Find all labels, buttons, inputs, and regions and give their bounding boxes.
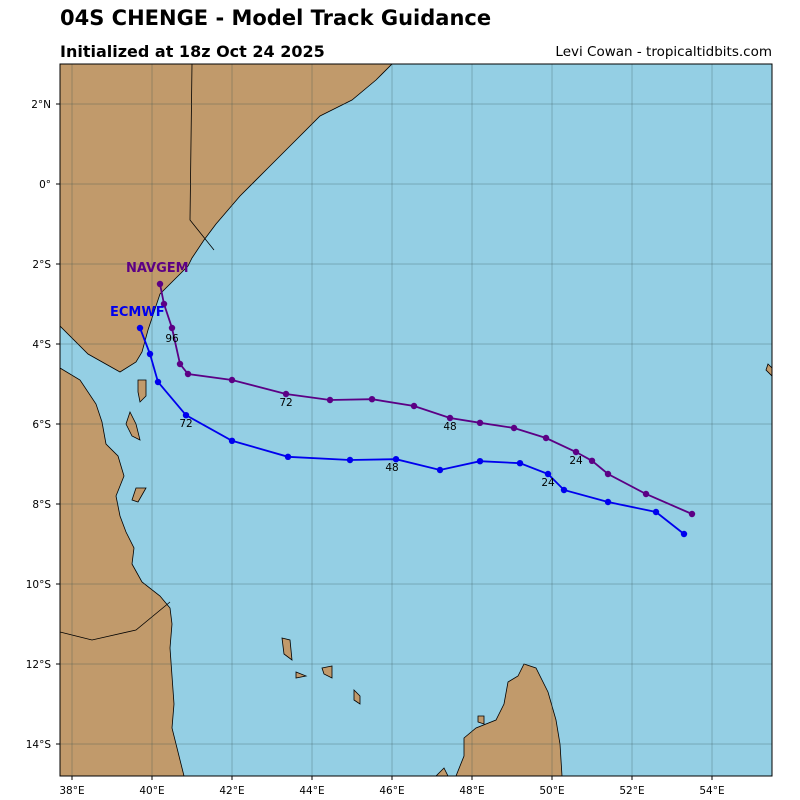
lon-tick-label: 46°E — [379, 785, 404, 797]
navgem-track-point — [542, 434, 550, 442]
lon-tick-label: 50°E — [539, 785, 564, 797]
lon-tick-label: 40°E — [139, 785, 164, 797]
ecmwf-track-point — [604, 498, 612, 506]
ecmwf-track-point — [182, 412, 190, 419]
navgem-forecast-hour-label: 24 — [569, 455, 583, 467]
navgem-forecast-hour-label: 96 — [165, 333, 179, 345]
land-east-africa-north — [60, 64, 393, 373]
land-island — [477, 715, 485, 725]
lat-tick-label: 10°S — [26, 579, 52, 591]
navgem-track-point — [588, 457, 596, 464]
navgem-track-point — [282, 390, 290, 398]
ecmwf-track-point — [476, 458, 484, 465]
navgem-track-point — [368, 396, 376, 403]
navgem-track-point — [326, 396, 334, 404]
navgem-track-point — [160, 300, 168, 308]
land-island — [125, 410, 141, 441]
ecmwf-track-point — [146, 350, 154, 358]
land-island — [281, 637, 293, 661]
land-east-africa-south — [60, 367, 185, 776]
border-layer — [60, 64, 215, 641]
gridlines — [60, 64, 772, 776]
ecmwf-track-point — [436, 466, 444, 474]
ecmwf-track-point — [560, 486, 568, 494]
lat-tick-label: 0° — [39, 179, 51, 191]
map-title: 04S CHENGE - Model Track Guidance — [60, 6, 492, 30]
ecmwf-track-point — [516, 460, 524, 467]
lon-tick-label: 48°E — [459, 785, 484, 797]
land-island — [137, 379, 147, 403]
land-island — [765, 363, 772, 377]
navgem-forecast-hour-label: 72 — [279, 397, 292, 409]
navgem-track-point — [688, 510, 696, 518]
ecmwf-track-point — [136, 324, 144, 332]
lon-tick-label: 38°E — [59, 785, 84, 797]
land-island — [295, 671, 308, 679]
lat-tick-label: 12°S — [26, 659, 52, 671]
land-island — [353, 689, 361, 705]
land-island — [131, 487, 147, 503]
land-island — [321, 665, 333, 679]
ecmwf-forecast-hour-label: 48 — [385, 462, 398, 474]
ecmwf-track-point — [544, 470, 552, 478]
ecmwf-forecast-hour-label: 24 — [541, 477, 555, 489]
land-layer — [60, 64, 772, 776]
lat-tick-label: 14°S — [26, 739, 52, 751]
label-layer: 96 72 48 24 NAVGEM 72 48 24 ECMWF — [110, 261, 583, 489]
navgem-track-point — [476, 419, 484, 426]
ecmwf-track-point — [652, 508, 660, 516]
navgem-track-point — [410, 402, 418, 410]
navgem-track-point — [176, 360, 184, 368]
navgem-forecast-hour-label: 48 — [443, 421, 456, 433]
country-border — [189, 64, 215, 251]
navgem-model-label: NAVGEM — [126, 261, 189, 276]
country-border — [60, 601, 171, 641]
navgem-track-point — [168, 324, 176, 332]
credit-text: Levi Cowan - tropicaltidbits.com — [555, 44, 772, 60]
lat-tick-label: 8°S — [32, 499, 51, 511]
navgem-track-point — [446, 414, 454, 422]
navgem-track-point — [184, 370, 192, 378]
navgem-track-point — [228, 376, 236, 384]
map-frame — [59, 63, 773, 777]
lon-tick-label: 52°E — [619, 785, 644, 797]
ecmwf-model-label: ECMWF — [110, 305, 165, 320]
navgem-track-point — [604, 470, 612, 478]
lat-tick-label: 2°N — [31, 99, 51, 111]
navgem-track-point — [510, 424, 518, 432]
init-time-subtitle: Initialized at 18z Oct 24 2025 — [60, 42, 325, 61]
ecmwf-forecast-hour-label: 72 — [179, 418, 192, 430]
lat-tick-label: 4°S — [32, 339, 51, 351]
ecmwf-track-point — [154, 378, 162, 386]
ecmwf-track-point — [284, 453, 292, 460]
axis-ticks: 38°E 40°E 42°E 44°E 46°E 48°E 50°E 52°E 54°E 2°N 0… — [26, 99, 725, 797]
navgem-track-point — [156, 280, 164, 288]
ecmwf-track-point — [346, 456, 354, 464]
track-layer — [136, 280, 696, 538]
lat-tick-label: 2°S — [32, 259, 51, 271]
navgem-track-point — [642, 490, 650, 498]
ecmwf-track-point — [680, 530, 688, 538]
lon-tick-label: 42°E — [219, 785, 244, 797]
navgem-track-point — [572, 448, 580, 456]
ecmwf-track-point — [228, 437, 236, 444]
lat-tick-label: 6°S — [32, 419, 51, 431]
ecmwf-track-point — [392, 456, 400, 463]
land-island — [455, 663, 563, 776]
lon-tick-label: 54°E — [699, 785, 724, 797]
ecmwf-track-line — [139, 327, 685, 535]
land-island — [435, 767, 449, 776]
lon-tick-label: 44°E — [299, 785, 324, 797]
